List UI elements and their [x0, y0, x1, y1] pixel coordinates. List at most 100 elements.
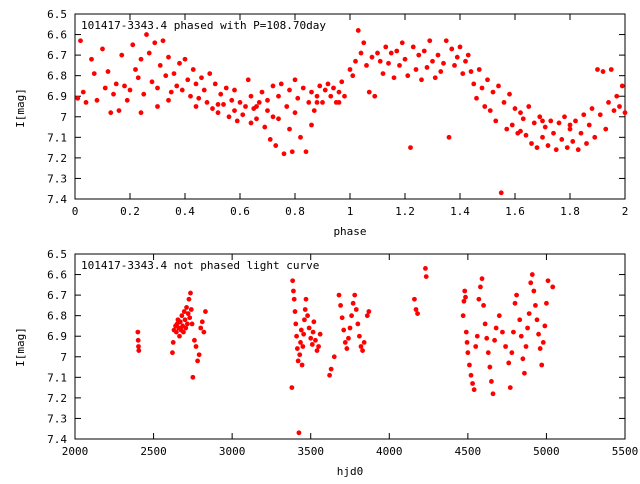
- phased-data-point: [267, 136, 273, 142]
- phased-data-point: [78, 38, 83, 44]
- phased-data-point: [372, 93, 378, 99]
- phased-data-point: [306, 99, 312, 105]
- unphased-data-point: [512, 300, 518, 306]
- unphased-data-point: [196, 352, 202, 358]
- phased-data-point: [182, 56, 188, 62]
- unphased-data-point: [507, 385, 513, 391]
- phased-data-point: [185, 77, 191, 83]
- unphased-data-point: [346, 335, 351, 341]
- unphased-data-point: [478, 284, 483, 290]
- phased-data-point: [113, 81, 119, 87]
- phased-data-point: [537, 114, 543, 120]
- phased-data-point: [122, 83, 127, 89]
- unphased-data-point: [314, 348, 320, 354]
- unphased-data-point: [193, 344, 199, 349]
- unphased-data-point: [550, 284, 556, 290]
- unphased-data-point: [357, 333, 362, 339]
- phased-data-point: [130, 42, 136, 48]
- phased-data-point: [353, 58, 358, 64]
- phased-x-tick-label: 0.6: [230, 205, 250, 218]
- unphased-x-tick-label: 5500: [612, 445, 639, 458]
- phased-data-point: [75, 95, 81, 101]
- unphased-data-point: [336, 292, 342, 298]
- unphased-y-tick-label: 6.7: [47, 289, 67, 302]
- phased-y-tick-label: 7: [60, 111, 67, 124]
- phased-data-point: [287, 126, 292, 132]
- unphased-data-point: [471, 387, 477, 393]
- phased-data-point: [207, 71, 213, 77]
- unphased-x-tick-label: 4000: [376, 445, 403, 458]
- phased-data-point: [617, 104, 622, 109]
- unphased-data-point: [352, 292, 358, 298]
- phased-data-point: [595, 67, 600, 72]
- unphased-data-point: [342, 339, 348, 345]
- unphased-data-point: [520, 356, 526, 362]
- phased-y-tick-label: 7.4: [47, 193, 67, 206]
- unphased-data-point: [523, 344, 529, 349]
- phased-data-point: [556, 120, 562, 126]
- unphased-data-point: [503, 344, 508, 349]
- phased-data-point: [141, 91, 147, 97]
- phased-data-point: [188, 93, 193, 99]
- unphased-data-point: [539, 362, 545, 368]
- unphased-data-point: [473, 344, 479, 349]
- phased-data-point: [476, 67, 482, 72]
- phased-data-point: [237, 99, 243, 105]
- phased-data-point: [215, 102, 221, 107]
- phased-data-point: [254, 116, 259, 122]
- phased-data-point: [240, 112, 246, 118]
- phased-data-point: [248, 93, 254, 99]
- unphased-x-tick-label: 2500: [140, 445, 167, 458]
- unphased-y-tick-label: 7.4: [47, 433, 67, 446]
- phased-data-point: [402, 56, 408, 62]
- unphased-data-point: [529, 272, 535, 277]
- unphased-data-point: [533, 302, 538, 308]
- phased-data-point: [179, 87, 185, 93]
- phased-data-point: [105, 69, 111, 74]
- phased-data-point: [339, 79, 345, 85]
- phased-x-tick-label: 1.4: [450, 205, 470, 218]
- unphased-x-tick-label: 3000: [219, 445, 246, 458]
- unphased-data-point: [291, 288, 296, 294]
- phased-data-point: [108, 110, 114, 116]
- unphased-data-point: [192, 337, 197, 343]
- phased-data-point: [342, 93, 347, 99]
- unphased-plot-frame: [74, 253, 626, 440]
- phased-data-point: [421, 48, 427, 54]
- phased-data-point: [152, 40, 158, 46]
- phased-data-point: [408, 145, 413, 151]
- unphased-data-point: [201, 329, 207, 335]
- unphased-y-tick-label: 6.8: [47, 310, 67, 323]
- unphased-data-point: [413, 307, 419, 312]
- phased-data-point: [314, 99, 320, 105]
- unphased-data-point: [339, 315, 345, 321]
- phased-data-point: [498, 190, 504, 196]
- unphased-data-point: [353, 307, 359, 312]
- phased-data-point: [383, 44, 389, 50]
- unphased-data-point: [467, 362, 472, 368]
- phased-data-point: [435, 52, 441, 58]
- phased-data-point: [166, 54, 171, 60]
- phased-data-point: [204, 99, 210, 105]
- unphased-data-point: [468, 372, 474, 378]
- unphased-data-point: [366, 309, 372, 314]
- phased-data-point: [245, 77, 251, 83]
- phased-data-point: [364, 62, 369, 68]
- phased-x-axis-label: phase: [333, 225, 366, 238]
- unphased-data-point: [291, 296, 297, 302]
- phased-data-point: [232, 87, 237, 93]
- phased-data-point: [377, 58, 383, 64]
- phased-data-point: [438, 69, 444, 74]
- phased-data-point: [111, 91, 116, 97]
- phased-data-point: [138, 110, 144, 116]
- phased-data-point: [336, 89, 342, 95]
- unphased-data-point: [327, 372, 332, 378]
- unphased-y-tick-label: 7.1: [47, 371, 67, 384]
- phased-data-point: [380, 71, 386, 77]
- unphased-data-point: [309, 342, 315, 347]
- phased-data-point: [405, 73, 411, 79]
- phased-data-point: [193, 104, 199, 109]
- phased-data-point: [292, 110, 298, 116]
- unphased-data-point: [313, 337, 318, 343]
- phased-data-point: [551, 130, 556, 136]
